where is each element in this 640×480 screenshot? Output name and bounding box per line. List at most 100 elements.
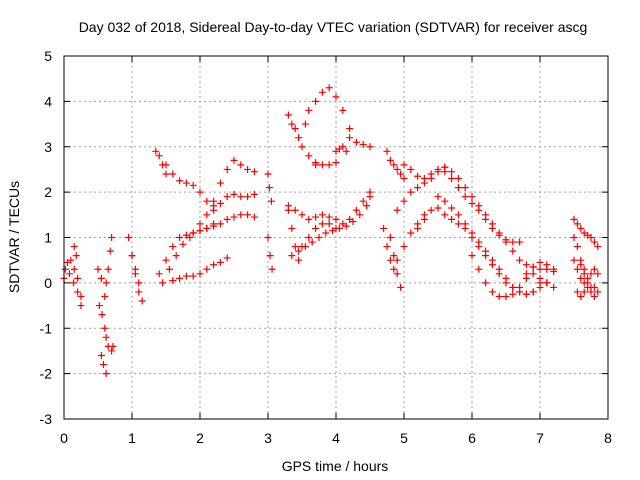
- data-point: [522, 261, 530, 269]
- data-point: [172, 252, 180, 260]
- data-point: [162, 256, 170, 264]
- y-tick-label: 3: [44, 139, 52, 155]
- data-point: [522, 270, 530, 278]
- data-point: [495, 229, 503, 237]
- data-point: [461, 193, 469, 201]
- data-point: [587, 283, 595, 291]
- data-point: [102, 370, 110, 378]
- data-point: [400, 197, 408, 205]
- data-point: [529, 288, 537, 296]
- data-point: [210, 261, 218, 269]
- data-point: [135, 279, 143, 287]
- data-point: [237, 211, 245, 219]
- data-point: [339, 106, 347, 114]
- y-tick-label: 2: [44, 184, 52, 200]
- y-tick-label: -3: [40, 411, 53, 427]
- data-point: [318, 220, 326, 228]
- data-point: [102, 279, 110, 287]
- x-tick-label: 0: [60, 430, 68, 446]
- data-point: [448, 175, 456, 183]
- data-point: [305, 234, 313, 241]
- data-point: [315, 234, 323, 241]
- data-point: [291, 243, 299, 251]
- data-point: [441, 211, 449, 219]
- data-point: [356, 211, 364, 219]
- data-point: [101, 324, 109, 332]
- x-tick-label: 6: [468, 430, 476, 446]
- data-point: [386, 256, 394, 264]
- data-point: [468, 193, 476, 201]
- data-point: [550, 283, 558, 291]
- data-point: [577, 292, 585, 300]
- data-point: [250, 213, 258, 221]
- data-point: [584, 274, 592, 282]
- data-point: [291, 206, 299, 214]
- data-point: [502, 292, 510, 300]
- data-point: [65, 270, 73, 278]
- data-point: [288, 252, 296, 260]
- data-point: [203, 224, 211, 232]
- data-point: [386, 156, 394, 164]
- data-point: [550, 265, 558, 273]
- data-point: [580, 288, 588, 296]
- data-point: [390, 161, 398, 169]
- data-point: [580, 270, 588, 278]
- data-point: [152, 147, 160, 155]
- y-tick-label: -1: [40, 320, 53, 336]
- data-point: [359, 197, 367, 205]
- data-point: [165, 265, 173, 273]
- data-point: [176, 234, 184, 241]
- data-point: [216, 220, 224, 228]
- y-tick-label: 1: [44, 230, 52, 246]
- x-tick-label: 4: [332, 430, 340, 446]
- y-tick-label: 4: [44, 93, 52, 109]
- data-point: [346, 125, 354, 133]
- data-point: [475, 265, 483, 273]
- data-point: [366, 188, 374, 196]
- data-point: [72, 252, 80, 260]
- data-point: [441, 197, 449, 205]
- data-point: [352, 206, 360, 214]
- data-point: [536, 258, 544, 266]
- data-point: [488, 256, 496, 264]
- data-point: [196, 270, 204, 278]
- y-axis-label: SDTVAR / TECUs: [6, 181, 22, 293]
- data-point: [573, 288, 581, 296]
- x-tick-label: 3: [264, 430, 272, 446]
- data-point: [407, 188, 415, 196]
- data-point: [101, 292, 109, 300]
- data-point: [475, 238, 483, 246]
- data-point: [135, 288, 143, 296]
- data-point: [70, 265, 78, 273]
- data-point: [522, 290, 530, 298]
- data-point: [590, 238, 598, 246]
- data-point: [407, 229, 415, 237]
- data-point: [573, 220, 581, 228]
- data-point: [301, 120, 309, 128]
- data-point: [77, 292, 85, 300]
- data-point: [312, 97, 320, 105]
- data-point: [346, 134, 354, 142]
- data-point: [284, 202, 292, 210]
- data-point: [70, 243, 78, 251]
- data-point: [196, 220, 204, 228]
- data-point: [244, 165, 252, 173]
- grid-lines: [64, 56, 608, 419]
- data-point: [128, 252, 136, 260]
- data-point: [244, 193, 252, 201]
- data-point: [495, 292, 503, 300]
- data-point: [339, 143, 347, 151]
- data-point: [393, 165, 401, 173]
- data-point: [573, 265, 581, 273]
- data-point: [536, 274, 544, 282]
- data-point: [414, 184, 422, 192]
- data-point: [332, 215, 340, 223]
- data-point: [590, 265, 598, 273]
- data-point: [318, 161, 326, 169]
- data-point: [210, 206, 218, 214]
- data-point: [393, 206, 401, 214]
- data-point: [325, 84, 333, 92]
- data-point: [203, 197, 211, 205]
- data-point: [230, 213, 238, 221]
